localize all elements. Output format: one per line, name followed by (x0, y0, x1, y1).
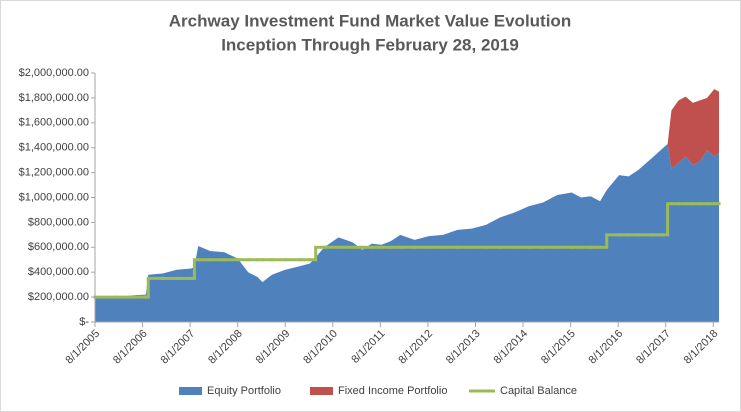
legend-label: Equity Portfolio (207, 385, 281, 397)
y-tick-label: $800,000.00 (28, 216, 89, 228)
y-tick-label: $200,000.00 (28, 291, 89, 303)
legend-label: Fixed Income Portfolio (338, 385, 447, 397)
legend-label: Capital Balance (500, 385, 577, 397)
y-tick-label: $1,600,000.00 (19, 117, 89, 129)
y-tick-label: $- (79, 316, 89, 328)
y-tick-label: $600,000.00 (28, 241, 89, 253)
step-line (93, 202, 721, 299)
chart-subtitle: Inception Through February 28, 2019 (221, 35, 519, 54)
area (95, 143, 719, 322)
legend-swatch (310, 387, 333, 395)
chart-title: Archway Investment Fund Market Value Evo… (169, 11, 571, 30)
y-tick-label: $1,200,000.00 (19, 167, 89, 179)
legend-swatch (179, 387, 202, 395)
y-tick-label: $1,000,000.00 (19, 191, 89, 203)
y-tick-label: $400,000.00 (28, 266, 89, 278)
area (667, 89, 719, 169)
legend: Equity Portfolio Fixed Income Portfolio Ca… (179, 385, 577, 397)
plot-area (93, 89, 721, 322)
y-tick-label: $1,400,000.00 (19, 142, 89, 154)
y-tick-label: $1,800,000.00 (19, 92, 89, 104)
y-tick-label: $2,000,000.00 (19, 67, 89, 79)
